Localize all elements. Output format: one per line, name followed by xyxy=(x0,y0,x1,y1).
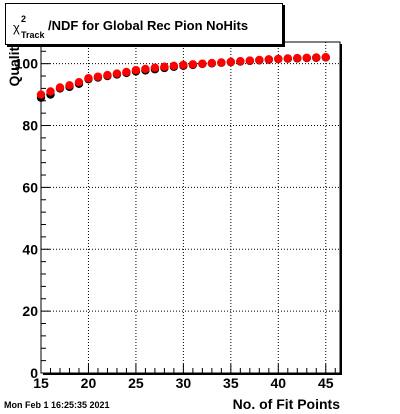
data-point xyxy=(150,63,160,72)
data-point xyxy=(141,64,150,74)
x-axis-label: No. of Fit Points xyxy=(232,396,340,412)
title-superscript: 2 xyxy=(21,14,27,24)
y-tick-label: 60 xyxy=(22,179,38,195)
frame-shadow-right xyxy=(340,44,342,375)
chart-title: /NDF for Global Rec Pion NoHits xyxy=(48,18,249,33)
x-tick-label: 15 xyxy=(33,375,49,391)
y-tick-label: 0 xyxy=(30,365,38,381)
data-point xyxy=(245,56,255,65)
data-point xyxy=(274,54,283,64)
y-tick-label: 20 xyxy=(22,303,38,319)
data-point xyxy=(255,55,264,65)
y-tick-label: 100 xyxy=(15,56,39,72)
title-chi-symbol: χ xyxy=(13,20,20,35)
x-tick-label: 30 xyxy=(176,375,192,391)
data-point xyxy=(264,55,274,64)
data-points xyxy=(36,52,330,102)
data-point xyxy=(65,81,74,90)
data-point xyxy=(236,56,245,66)
data-point xyxy=(188,60,198,69)
data-point xyxy=(55,83,65,92)
data-point xyxy=(84,73,93,83)
plot-frame xyxy=(40,41,341,374)
data-point xyxy=(131,65,141,75)
data-point xyxy=(226,57,236,66)
y-axis-label: Quality xyxy=(6,39,22,87)
grid-lines xyxy=(40,42,340,374)
x-tick-label: 40 xyxy=(271,375,287,391)
data-point xyxy=(198,59,207,68)
title-math: χ 2 Track xyxy=(13,14,47,42)
data-point xyxy=(293,53,302,63)
data-point xyxy=(207,58,217,68)
data-point xyxy=(217,58,226,67)
data-point xyxy=(312,53,321,62)
x-tick-label: 25 xyxy=(128,375,144,391)
x-tick-label: 35 xyxy=(223,375,239,391)
data-point xyxy=(160,62,169,71)
data-point xyxy=(283,54,292,63)
data-point xyxy=(36,90,46,99)
data-point xyxy=(179,60,188,70)
data-point xyxy=(93,72,103,81)
x-tick-label: 20 xyxy=(81,375,97,391)
data-point xyxy=(46,87,55,96)
data-point xyxy=(321,52,330,62)
chart-title-box: χ 2 Track /NDF for Global Rec Pion NoHit… xyxy=(5,3,283,45)
data-point xyxy=(169,61,179,71)
title-subscript: Track xyxy=(21,30,45,40)
tick-labels: 15 20 25 30 35 40 45 0 20 40 60 80 100 xyxy=(15,56,334,391)
data-point xyxy=(112,69,122,78)
data-point xyxy=(74,78,84,87)
frame-shadow-bottom xyxy=(43,373,342,375)
data-point xyxy=(103,70,112,80)
y-tick-label: 80 xyxy=(22,118,38,134)
y-tick-label: 40 xyxy=(22,241,38,257)
series-1 xyxy=(36,52,330,99)
data-point xyxy=(302,53,311,62)
data-point xyxy=(122,67,131,77)
x-tick-label: 45 xyxy=(318,375,334,391)
timestamp: Mon Feb 1 16:25:35 2021 xyxy=(4,400,110,410)
axis-ticks xyxy=(40,50,336,374)
